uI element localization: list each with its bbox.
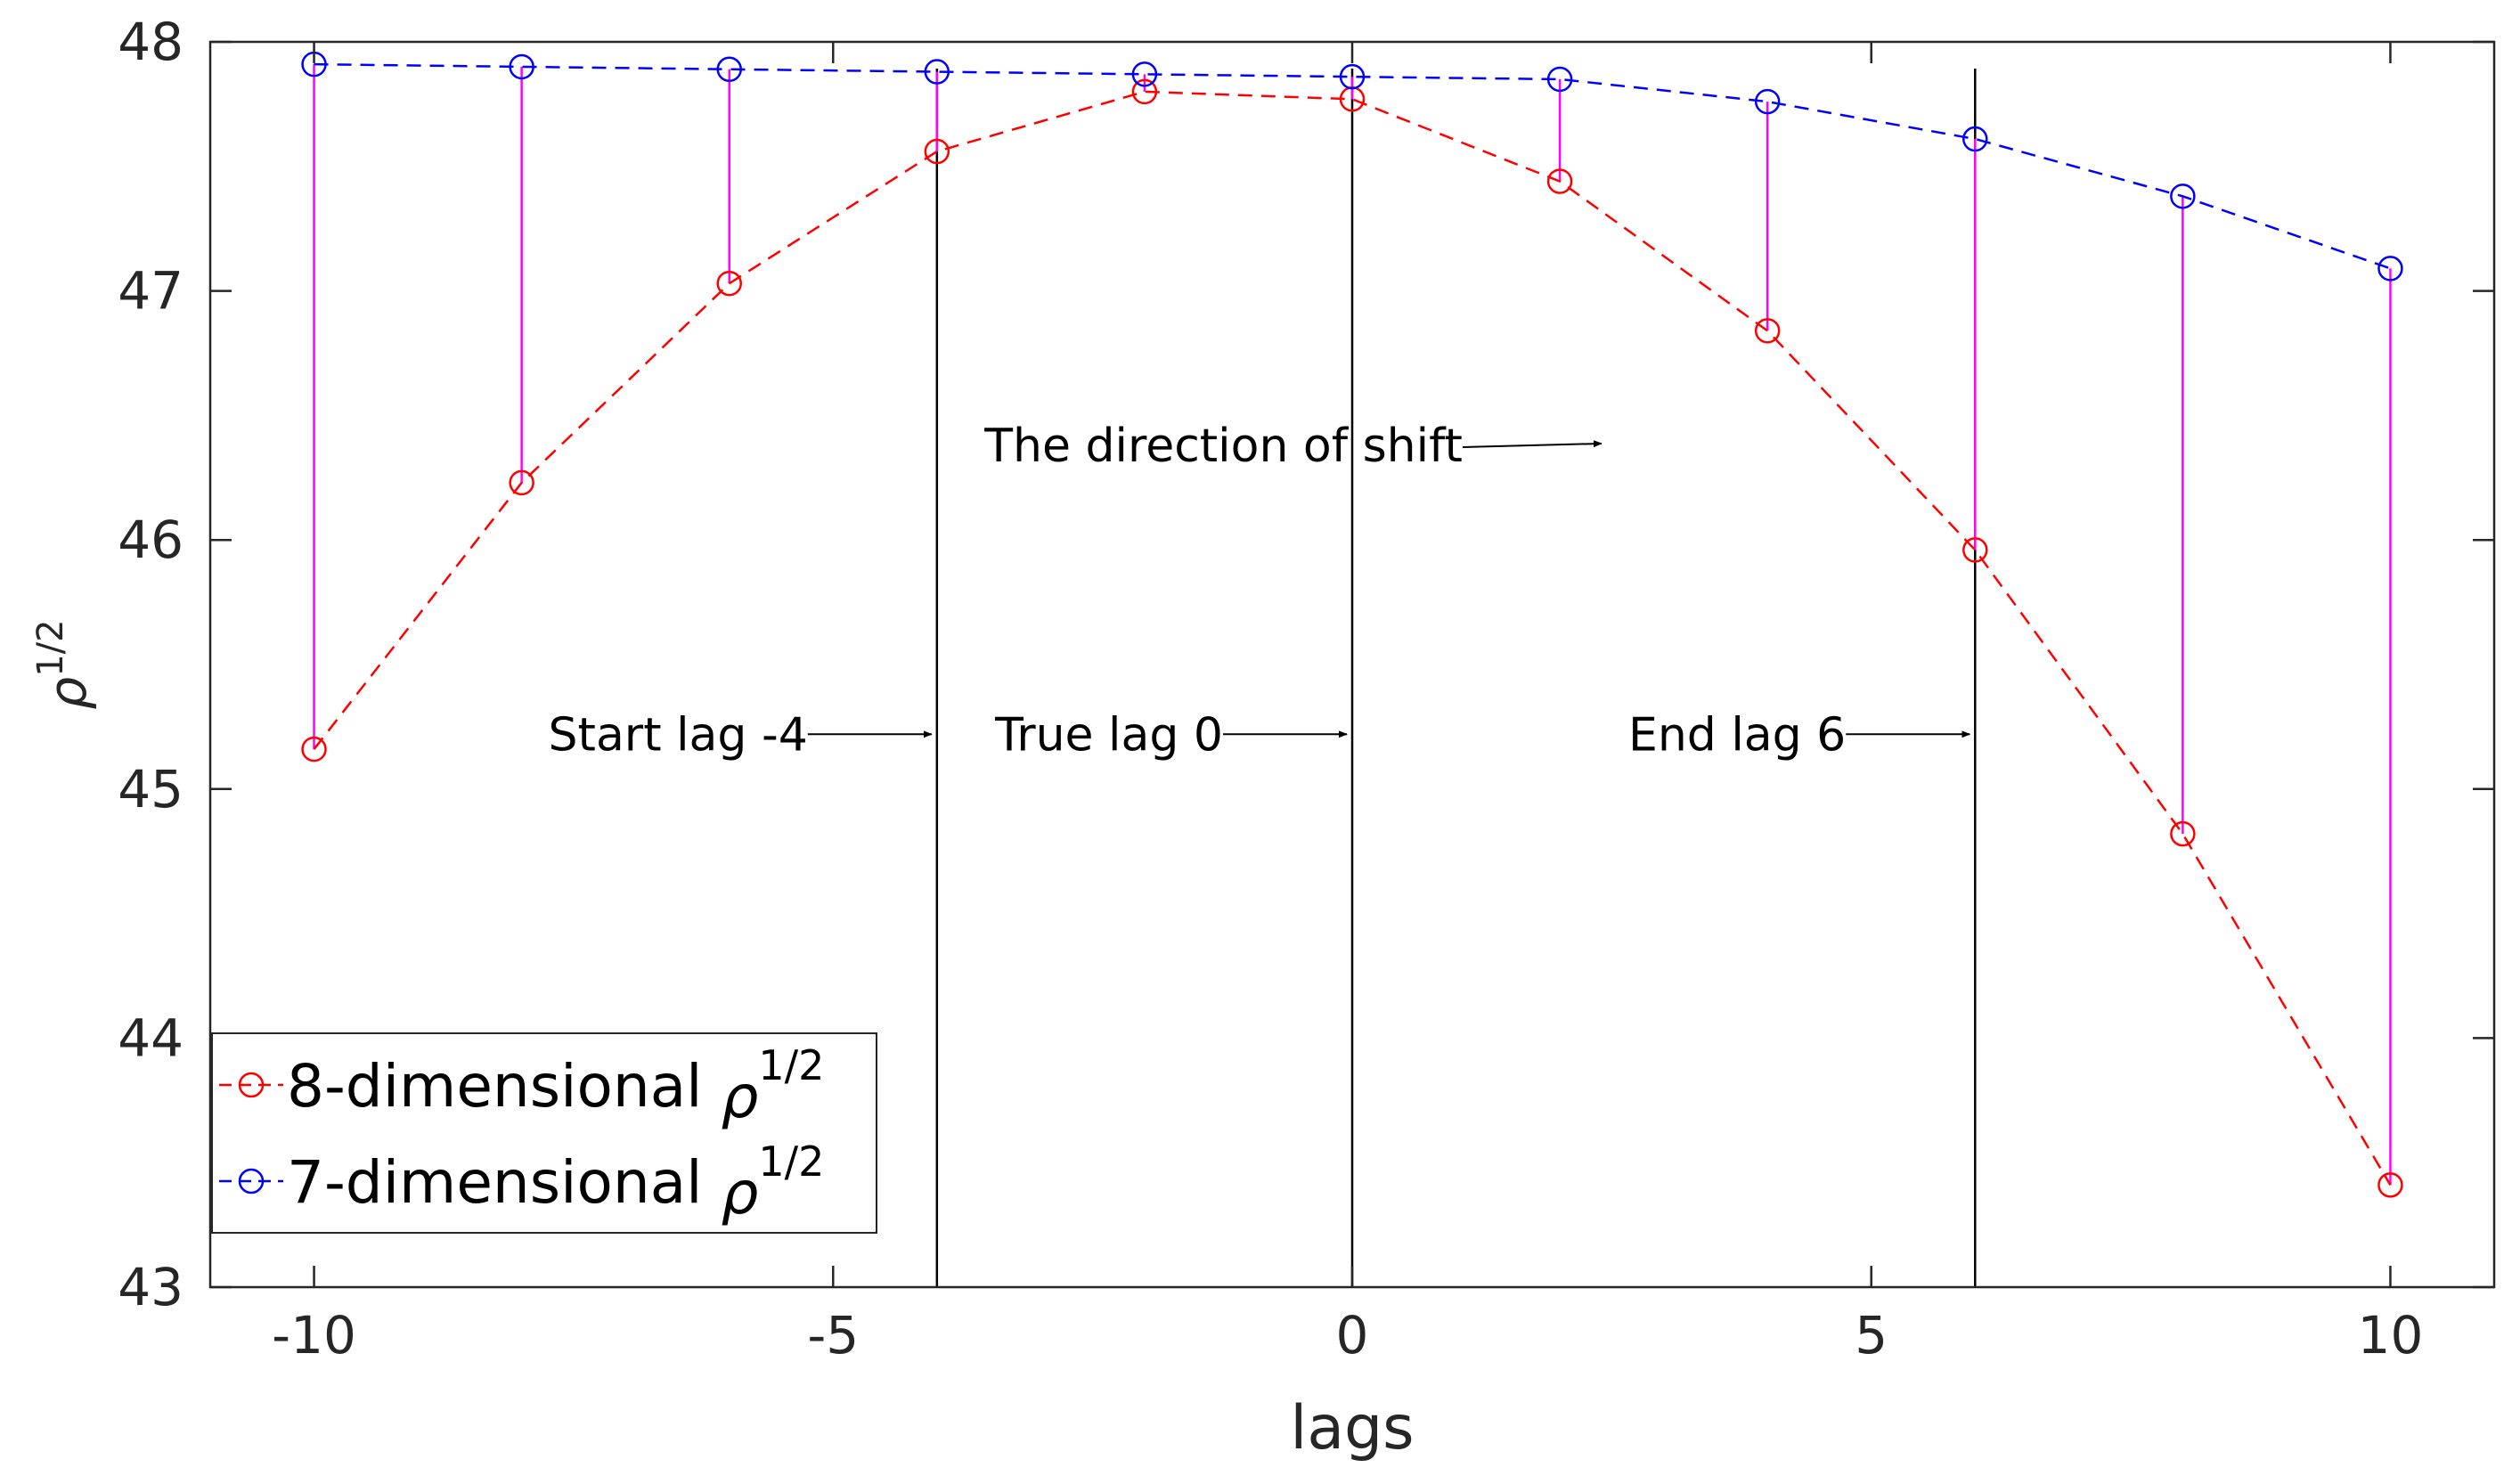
y-axis-label-sup: 1/2 — [30, 619, 71, 676]
legend-label-sup: 1/2 — [758, 1137, 824, 1186]
legend-label-sup: 1/2 — [758, 1041, 824, 1089]
y-tick-label: 47 — [118, 261, 184, 322]
legend-label-symbol: ρ — [721, 1063, 758, 1131]
annotation-direction: The direction of shift — [983, 420, 1603, 473]
series-7-dim — [301, 51, 2403, 281]
legend-label-symbol: ρ — [721, 1159, 758, 1227]
data-point — [1339, 63, 1366, 90]
x-axis-ticks: -10 -5 0 5 10 — [272, 42, 2423, 1366]
x-tick-label: 10 — [2358, 1305, 2424, 1366]
data-point — [301, 736, 327, 762]
annotation-text: True lag 0 — [994, 708, 1223, 762]
y-tick-label: 44 — [118, 1007, 184, 1068]
y-axis-label: ρ1/2 — [30, 619, 98, 709]
data-point — [716, 56, 742, 83]
legend-label: 8-dimensional ρ1/2 — [287, 1041, 824, 1131]
legend-label-name: 8-dimensional — [287, 1052, 721, 1121]
y-tick-label: 43 — [118, 1257, 184, 1317]
annotations: Start lag -4 True lag 0 End lag 6 The direc… — [549, 420, 1971, 762]
legend-label: 7-dimensional ρ1/2 — [287, 1137, 824, 1227]
data-series — [301, 51, 2403, 1198]
x-tick-label: 5 — [1855, 1305, 1888, 1366]
x-axis-label: lags — [1290, 1393, 1414, 1464]
data-point — [1754, 318, 1781, 344]
annotation-start: Start lag -4 — [549, 708, 933, 762]
data-point — [1131, 78, 1158, 105]
data-point — [2377, 256, 2403, 281]
data-point — [1962, 126, 1988, 152]
y-tick-label: 48 — [118, 12, 184, 72]
annotation-true: True lag 0 — [994, 708, 1348, 762]
data-point — [509, 469, 534, 496]
legend-marker — [238, 1072, 265, 1098]
data-point — [1962, 537, 1988, 563]
x-tick-label: -10 — [272, 1305, 356, 1366]
difference-stems — [313, 64, 2392, 1186]
data-point — [1546, 66, 1573, 93]
x-tick-label: -5 — [807, 1305, 859, 1366]
y-tick-label: 45 — [118, 759, 184, 819]
data-point — [1754, 88, 1781, 115]
x-tick-label: 0 — [1336, 1305, 1369, 1366]
data-point — [2170, 183, 2196, 209]
legend-entry: 7-dimensional ρ1/2 — [219, 1137, 824, 1227]
data-point — [924, 59, 950, 85]
annotation-end: End lag 6 — [1628, 708, 1971, 762]
legend-box — [211, 1032, 877, 1234]
annotation-arrow — [1462, 440, 1603, 448]
svg-text:ρ1/2: ρ1/2 — [30, 619, 98, 709]
data-point — [716, 270, 742, 297]
legend-entry: 8-dimensional ρ1/2 — [219, 1041, 824, 1131]
data-point — [2170, 820, 2196, 847]
legend-marker — [238, 1168, 265, 1195]
legend-label-name: 7-dimensional — [287, 1148, 721, 1217]
data-point — [1546, 168, 1573, 194]
annotation-text: The direction of shift — [983, 420, 1463, 473]
y-axis-ticks: 43 44 45 46 47 48 — [118, 12, 2494, 1317]
annotation-text: End lag 6 — [1628, 708, 1846, 762]
data-point — [2377, 1172, 2403, 1198]
y-tick-label: 46 — [118, 510, 184, 570]
legend: 8-dimensional ρ1/27-dimensional ρ1/2 — [211, 1032, 877, 1234]
data-point — [1131, 61, 1158, 87]
data-point — [924, 138, 950, 165]
annotation-text: Start lag -4 — [549, 708, 808, 762]
data-point — [509, 53, 534, 80]
series-line — [314, 62, 2391, 270]
y-axis-label-base: ρ — [37, 677, 98, 710]
